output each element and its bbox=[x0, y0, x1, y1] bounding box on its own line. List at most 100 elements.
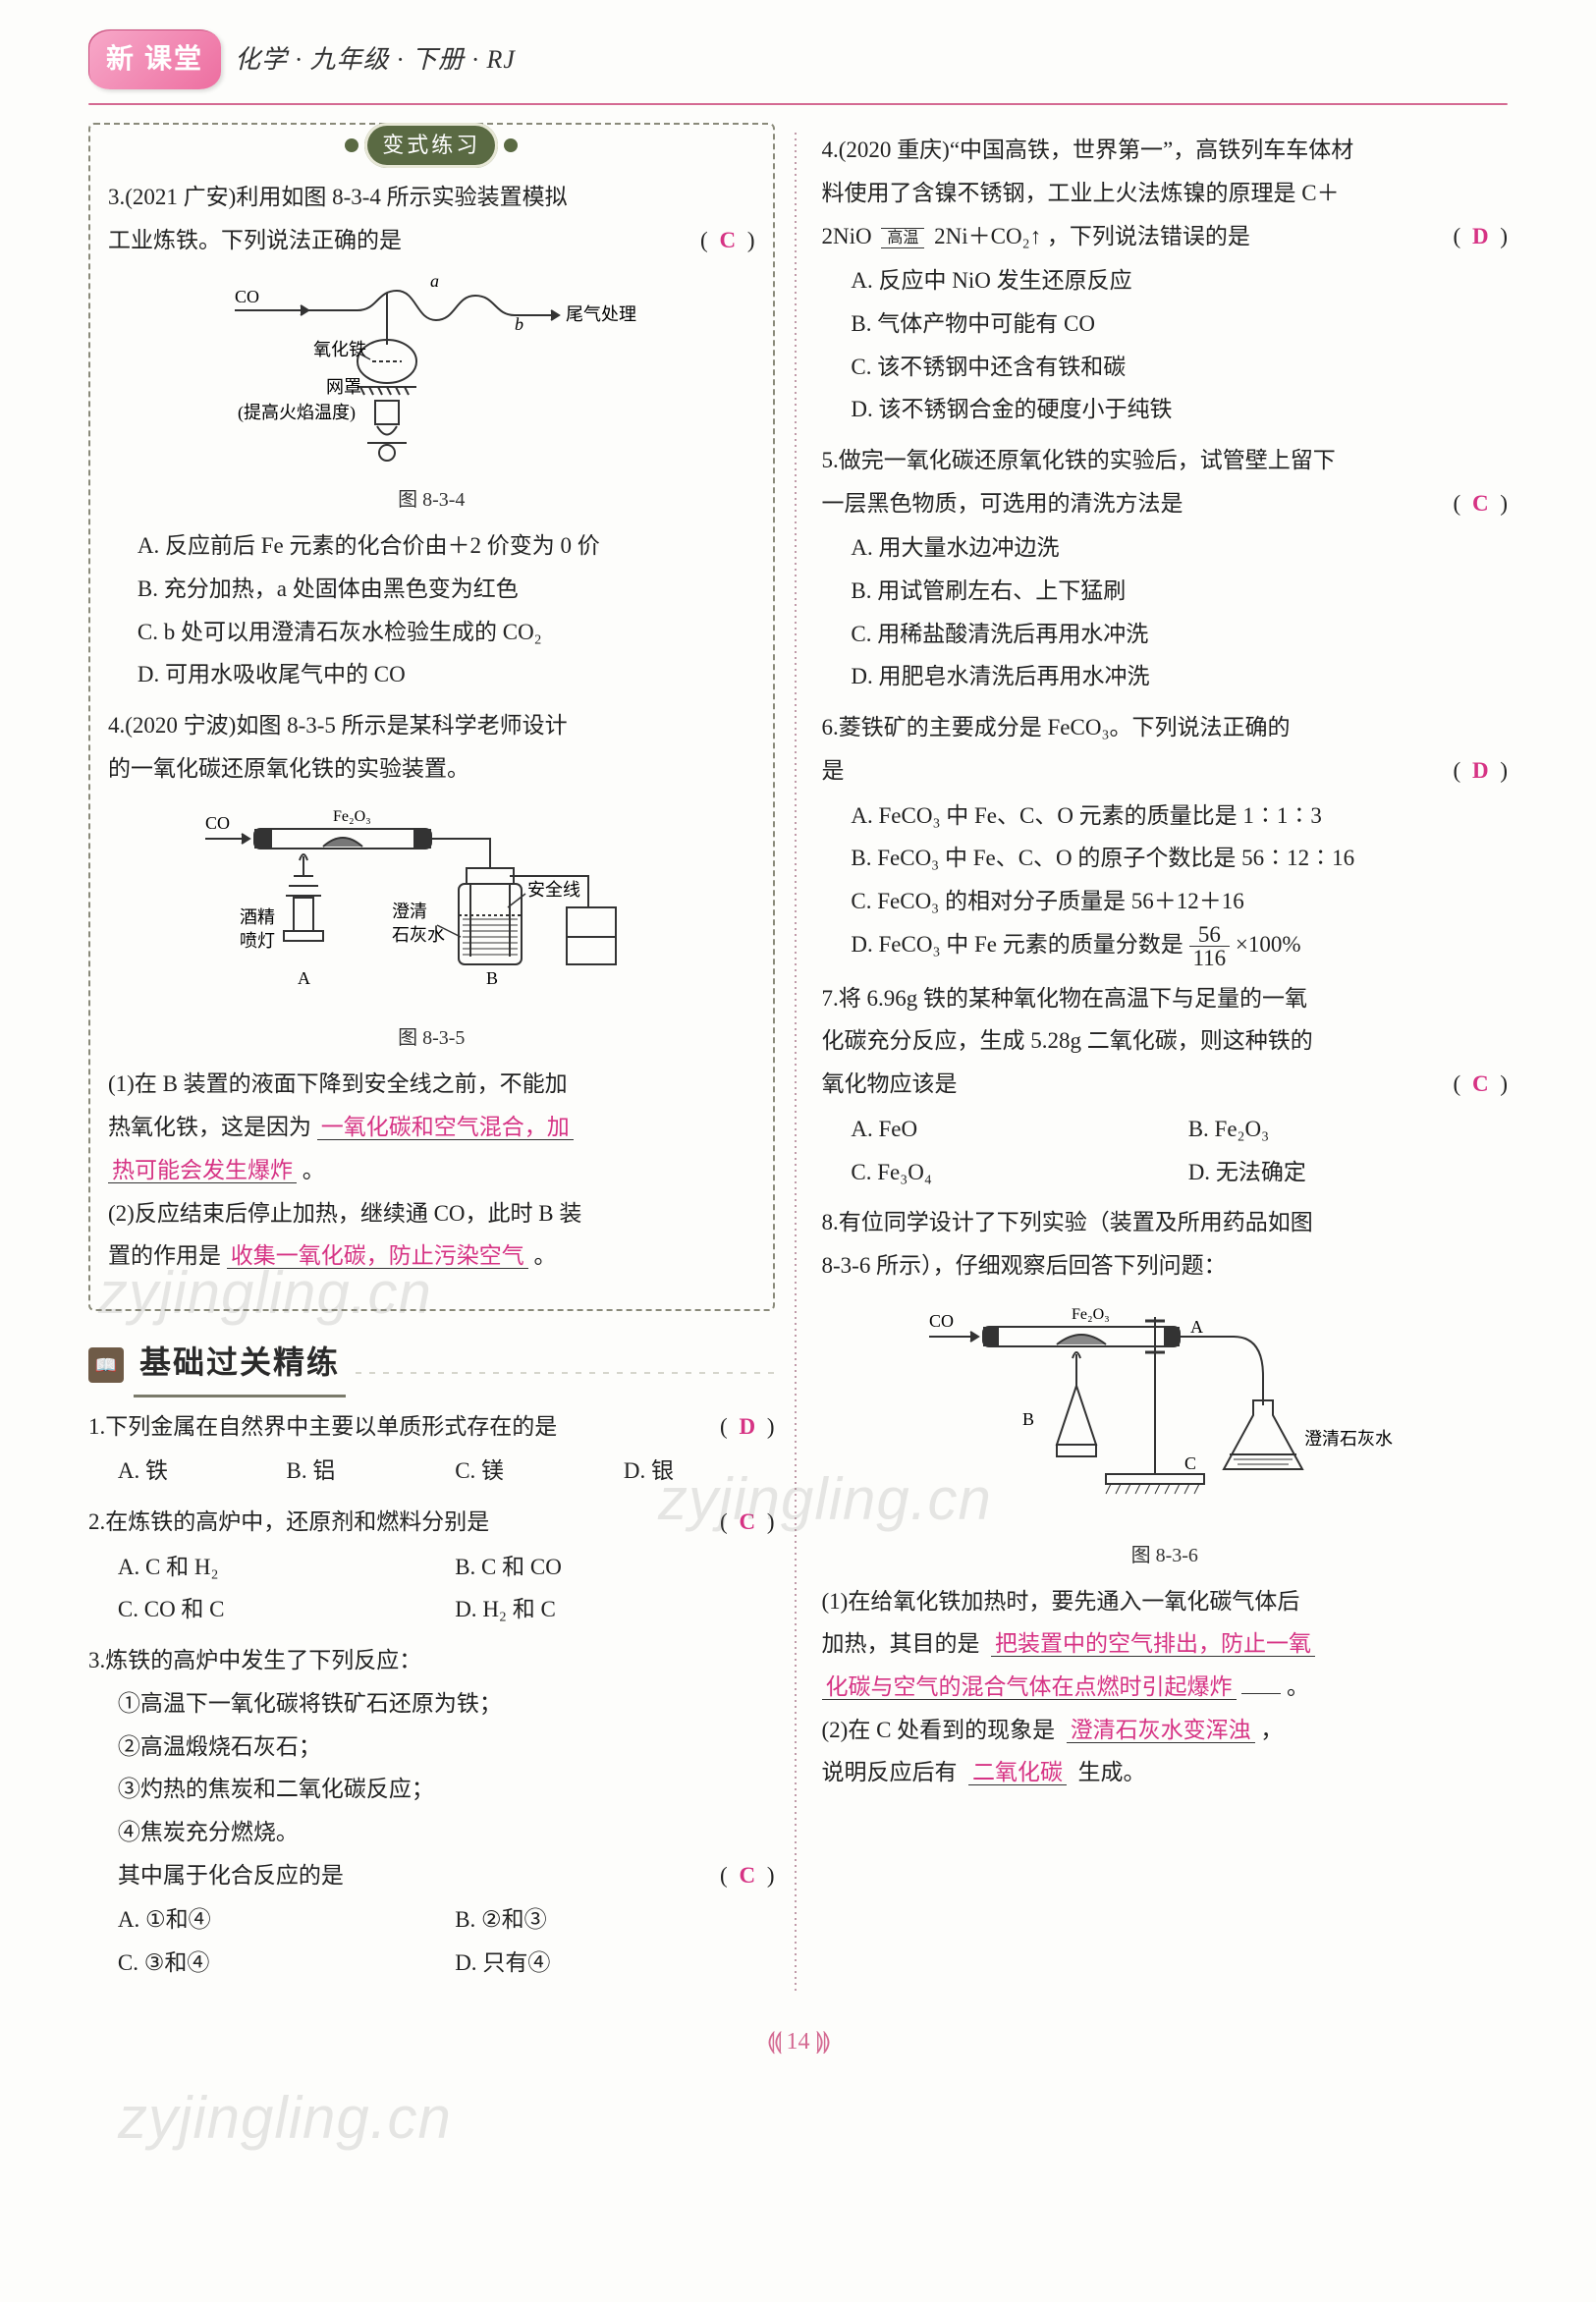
item-2: ②高温煅烧石灰石； bbox=[118, 1734, 321, 1759]
book-icon: 📖 bbox=[88, 1347, 124, 1383]
period: 。 bbox=[303, 1158, 325, 1182]
q-stem-a: 将 6.96g 铁的某种氧化物在高温下与足量的一氧 bbox=[839, 986, 1307, 1011]
svg-text:Fe₂O₃: Fe₂O₃ bbox=[1072, 1306, 1110, 1323]
sub2-ans: 澄清石灰水变浑浊 bbox=[1067, 1718, 1255, 1743]
variant-q3: 3.(2021 广安)利用如图 8-3-4 所示实验装置模拟 工业炼铁。下列说法… bbox=[108, 176, 755, 696]
svg-text:B: B bbox=[486, 968, 498, 988]
column-divider bbox=[795, 133, 797, 1992]
opt-B: C 和 CO bbox=[481, 1555, 562, 1579]
sub2-c: 说明反应后有 bbox=[822, 1760, 958, 1784]
answer-text: C bbox=[733, 1863, 761, 1888]
q-num: 3. bbox=[108, 185, 125, 209]
svg-text:b: b bbox=[515, 314, 523, 334]
q-num: 1. bbox=[88, 1414, 105, 1439]
svg-text:(提高火焰温度): (提高火焰温度) bbox=[238, 403, 356, 423]
logo-badge: 新 课堂 bbox=[88, 29, 221, 89]
q-num: 3. bbox=[88, 1648, 105, 1672]
figure-caption: 图 8-3-4 bbox=[108, 481, 755, 519]
left-column: 变式练习 3.(2021 广安)利用如图 8-3-4 所示实验装置模拟 工业炼铁… bbox=[88, 123, 775, 1992]
item-1: ①高温下一氧化碳将铁矿石还原为铁； bbox=[118, 1691, 502, 1716]
opt-D: 银 bbox=[651, 1458, 674, 1483]
opt-D: 可用水吸收尾气中的 CO bbox=[165, 662, 406, 686]
sub1-ans-a: 把装置中的空气排出，防止一氧 bbox=[991, 1631, 1315, 1657]
svg-text:澄清: 澄清 bbox=[392, 902, 427, 921]
q-stem: 炼铁的高炉中发生了下列反应： bbox=[105, 1648, 421, 1672]
opt-B: Fe₂O₃ bbox=[1215, 1117, 1270, 1141]
q-stem-a: 如图 8-3-5 所示是某科学老师设计 bbox=[236, 713, 567, 738]
q-source: (2020 宁波) bbox=[125, 713, 236, 738]
tail-text: 其中属于化合反应的是 bbox=[118, 1863, 344, 1888]
opt-B: 充分加热，a 处固体由黑色变为红色 bbox=[164, 576, 519, 601]
basics-q2: 2.在炼铁的高炉中，还原剂和燃料分别是 ( C ) A. C 和 H₂ B. C… bbox=[88, 1501, 775, 1631]
answer-text: D bbox=[1466, 224, 1495, 248]
opt-C: ③和④ bbox=[144, 1950, 210, 1975]
q-num: 7. bbox=[822, 986, 839, 1011]
sub1-ans: 一氧化碳和空气混合，加 bbox=[317, 1115, 574, 1140]
svg-text:酒精: 酒精 bbox=[240, 907, 275, 927]
svg-text:Fe₂O₃: Fe₂O₃ bbox=[333, 808, 371, 825]
opt-A: ①和④ bbox=[145, 1907, 211, 1932]
opt-C: Fe₃O₄ bbox=[877, 1160, 932, 1184]
q3-options: A. 反应前后 Fe 元素的化合价由＋2 价变为 0 价 B. 充分加热，a 处… bbox=[138, 524, 755, 696]
q-num: 2. bbox=[88, 1509, 105, 1534]
answer-text: C bbox=[733, 1509, 761, 1534]
q-stem-a: 菱铁矿的主要成分是 FeCO₃。下列说法正确的 bbox=[839, 715, 1291, 740]
header-rule bbox=[88, 103, 1508, 105]
watermark: zyjingling.cn bbox=[118, 2062, 452, 2174]
q-stem-a: 利用如图 8-3-4 所示实验装置模拟 bbox=[236, 185, 567, 209]
opt-C: CO 和 C bbox=[144, 1597, 225, 1621]
q-stem: 下列金属在自然界中主要以单质形式存在的是 bbox=[105, 1414, 557, 1439]
opt-D: FeCO₃ 中 Fe 元素的质量分数是 bbox=[879, 932, 1189, 957]
opt-D: 用肥皂水清洗后再用水冲洗 bbox=[879, 664, 1150, 688]
figure-8-3-5: CO Fe₂O₃ 安全线 酒精 喷灯 澄清 石灰水 A B 图 8-3-5 bbox=[108, 799, 755, 1057]
q-stem-c: 氧化物应该是 bbox=[822, 1071, 958, 1096]
opt-C: b 处可以用澄清石灰水检验生成的 CO₂ bbox=[164, 620, 542, 644]
right-q5: 5.做完一氧化碳还原氧化铁的实验后，试管壁上留下 一层黑色物质，可选用的清洗方法… bbox=[822, 439, 1509, 698]
answer-text: D bbox=[1466, 758, 1495, 783]
answer-paren: ( C ) bbox=[700, 219, 754, 262]
svg-text:B: B bbox=[1022, 1409, 1034, 1429]
fig-co-label: CO bbox=[235, 287, 259, 306]
right-q7: 7.将 6.96g 铁的某种氧化物在高温下与足量的一氧 化碳充分反应，生成 5.… bbox=[822, 977, 1509, 1193]
page-header: 新 课堂 化学 · 九年级 · 下册 · RJ bbox=[0, 0, 1596, 99]
svg-text:喷灯: 喷灯 bbox=[240, 931, 275, 951]
right-q8: 8.有位同学设计了下列实验（装置及所用药品如图 8-3-6 所示），仔细观察后回… bbox=[822, 1201, 1509, 1794]
opt-D: 无法确定 bbox=[1216, 1160, 1306, 1184]
svg-text:澄清石灰水: 澄清石灰水 bbox=[1304, 1429, 1393, 1449]
right-q6: 6.菱铁矿的主要成分是 FeCO₃。下列说法正确的 是 ( D ) A. FeC… bbox=[822, 706, 1509, 969]
svg-text:尾气处理: 尾气处理 bbox=[566, 304, 636, 324]
variant-q4: 4.(2020 宁波)如图 8-3-5 所示是某科学老师设计 的一氧化碳还原氧化… bbox=[108, 704, 755, 1278]
figure-8-3-6: CO Fe₂O₃ A B C 澄清石灰水 图 8-3-6 bbox=[822, 1297, 1509, 1574]
page-number-text: 14 bbox=[787, 2029, 810, 2055]
opt-B: 用试管刷左右、上下猛刷 bbox=[877, 578, 1126, 603]
opt-A: 反应中 NiO 发生还原反应 bbox=[879, 268, 1132, 293]
svg-text:CO: CO bbox=[929, 1311, 954, 1331]
sub1-a: (1)在 B 装置的液面下降到安全线之前，不能加 bbox=[108, 1071, 568, 1096]
sub2-a: (2)在 C 处看到的现象是 bbox=[822, 1718, 1056, 1742]
header-subtitle: 化学 · 九年级 · 下册 · RJ bbox=[235, 35, 516, 83]
opt-B: ②和③ bbox=[481, 1907, 547, 1932]
q-num: 4. bbox=[108, 713, 125, 738]
svg-text:石灰水: 石灰水 bbox=[392, 925, 445, 945]
section-heading-basics: 📖 基础过关精练 bbox=[88, 1333, 775, 1398]
svg-text:A: A bbox=[1190, 1317, 1203, 1337]
q-stem: 在炼铁的高炉中，还原剂和燃料分别是 bbox=[105, 1509, 489, 1534]
opt-C: 该不锈钢中还含有铁和碳 bbox=[877, 355, 1126, 379]
q-stem-b: 化碳充分反应，生成 5.28g 二氧化碳，则这种铁的 bbox=[822, 1028, 1313, 1053]
variant-badge: 变式练习 bbox=[108, 123, 755, 168]
sub1-b: 加热，其目的是 bbox=[822, 1631, 980, 1656]
q-source: (2020 重庆) bbox=[839, 137, 950, 162]
q-num: 6. bbox=[822, 715, 839, 740]
sub2-b: 置的作用是 bbox=[108, 1243, 221, 1268]
right-q4: 4.(2020 重庆)“中国高铁，世界第一”，高铁列车车体材 料使用了含镍不锈钢… bbox=[822, 129, 1509, 431]
opt-A: FeCO₃ 中 Fe、C、O 元素的质量比是 1∶1∶3 bbox=[879, 803, 1322, 828]
opt-A: 用大量水边冲边洗 bbox=[879, 535, 1060, 560]
q-stem-a: “中国高铁，世界第一”，高铁列车车体材 bbox=[950, 137, 1353, 162]
basics-q3: 3.炼铁的高炉中发生了下列反应： ①高温下一氧化碳将铁矿石还原为铁； ②高温煅烧… bbox=[88, 1639, 775, 1985]
q-num: 8. bbox=[822, 1210, 839, 1234]
opt-A: C 和 H₂ bbox=[145, 1555, 218, 1579]
opt-C: 用稀盐酸清洗后再用水冲洗 bbox=[877, 622, 1148, 646]
section-title-text: 基础过关精练 bbox=[134, 1333, 346, 1398]
answer-text: D bbox=[733, 1414, 761, 1439]
opt-B: 气体产物中可能有 CO bbox=[877, 311, 1095, 336]
